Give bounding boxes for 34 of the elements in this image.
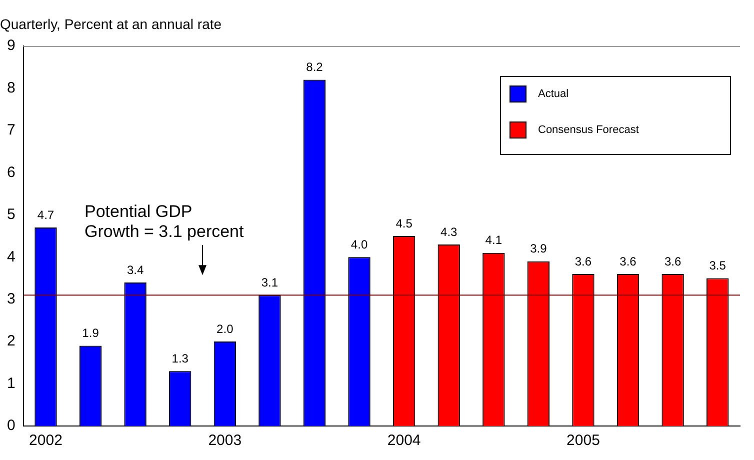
data-label: 3.6 bbox=[620, 254, 637, 268]
y-tick-label: 4 bbox=[7, 248, 16, 266]
x-tick-label: 2002 bbox=[29, 432, 62, 450]
x-tick-label: 2003 bbox=[208, 432, 242, 450]
data-label: 4.7 bbox=[37, 208, 54, 222]
y-tick-label: 0 bbox=[7, 417, 16, 434]
y-tick-label: 8 bbox=[7, 79, 16, 96]
y-tick-label: 6 bbox=[7, 164, 16, 181]
data-label: 8.2 bbox=[306, 60, 324, 74]
data-label: 4.1 bbox=[485, 233, 502, 248]
data-label: 1.3 bbox=[172, 351, 189, 366]
data-label: 4.5 bbox=[396, 216, 413, 230]
data-label: 3.9 bbox=[530, 242, 548, 256]
annotation: Potential GDP Growth = 3.1 percent bbox=[84, 202, 244, 241]
y-tick-label: 2 bbox=[7, 332, 16, 350]
y-tick-label: 5 bbox=[7, 206, 16, 224]
legend-label: Actual bbox=[538, 88, 569, 100]
x-tick-label: 2004 bbox=[387, 432, 421, 450]
legend-label: Consensus Forecast bbox=[538, 124, 639, 136]
y-tick-label: 1 bbox=[7, 374, 16, 392]
data-label: 3.1 bbox=[261, 275, 278, 290]
y-tick-label: 9 bbox=[7, 37, 16, 54]
data-label: 4.3 bbox=[440, 224, 458, 239]
y-axis-title: Quarterly, Percent at an annual rate bbox=[0, 16, 222, 32]
y-tick-label: 7 bbox=[7, 122, 16, 139]
data-label: 3.6 bbox=[574, 254, 592, 268]
data-label: 3.5 bbox=[709, 258, 726, 273]
data-label: 4.0 bbox=[350, 237, 368, 252]
y-tick-label: 3 bbox=[7, 290, 16, 308]
data-label: 3.6 bbox=[664, 254, 682, 268]
x-tick-label: 2005 bbox=[566, 432, 600, 450]
data-label: 2.0 bbox=[216, 322, 234, 336]
data-label: 3.4 bbox=[126, 262, 144, 277]
data-label: 1.9 bbox=[82, 326, 100, 340]
